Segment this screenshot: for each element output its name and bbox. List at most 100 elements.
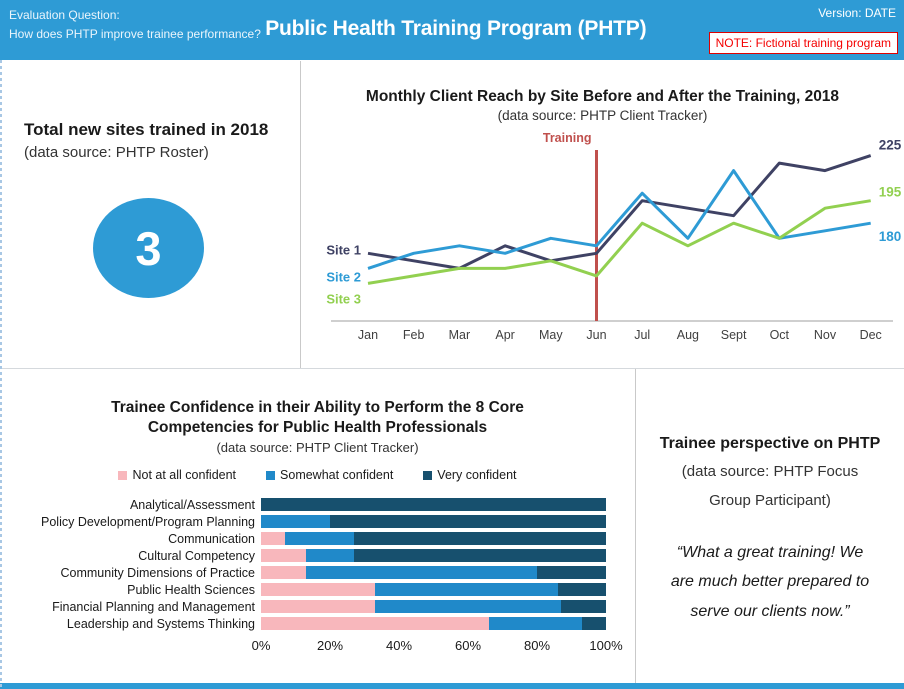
series-label: Site 3 xyxy=(326,291,361,306)
series-label: Site 1 xyxy=(326,242,361,257)
bar-row: Leadership and Systems Thinking xyxy=(8,615,635,632)
evaluation-question-text: How does PHTP improve trainee performanc… xyxy=(9,26,261,41)
bar-segment xyxy=(488,617,582,631)
series-line-2 xyxy=(367,169,871,270)
sites-count-circle: 3 xyxy=(93,198,204,298)
bar-category-label: Cultural Competency xyxy=(138,548,255,563)
bar-segment xyxy=(374,600,562,614)
bar-category-label: Communication xyxy=(168,531,255,546)
bar-category-label: Leadership and Systems Thinking xyxy=(66,616,255,631)
bar-segment xyxy=(261,600,375,614)
legend-label: Somewhat confident xyxy=(280,468,394,483)
x-tick-label: 80% xyxy=(523,638,551,654)
version-label: Version: DATE xyxy=(818,6,896,20)
bar-segment xyxy=(261,532,286,546)
bar-segment xyxy=(261,498,606,512)
bar-row: Analytical/Assessment xyxy=(8,496,635,513)
quote-line3: serve our clients now.” xyxy=(690,602,850,620)
sites-panel-title: Total new sites trained in 2018 xyxy=(24,120,269,139)
quote-source-line1: (data source: PHTP Focus xyxy=(681,463,859,480)
bar-track xyxy=(261,515,606,529)
footer-accent-strip xyxy=(0,683,904,689)
legend-label: Not at all confident xyxy=(132,468,237,483)
quote-line1: “What a great training! We xyxy=(676,543,864,561)
legend-swatch-icon xyxy=(266,470,276,480)
series-end-value: 195 xyxy=(879,185,902,200)
bar-track xyxy=(261,617,606,631)
bar-category-label: Policy Development/Program Planning xyxy=(41,514,255,529)
month-label: Feb xyxy=(403,328,425,342)
bar-chart-source: (data source: PHTP Client Tracker) xyxy=(216,440,419,456)
bar-segment xyxy=(305,549,355,563)
quote-text: “What a great training! We are much bett… xyxy=(647,538,893,627)
series-label: Site 2 xyxy=(326,269,361,284)
series-line-1 xyxy=(367,154,872,270)
month-label: Sept xyxy=(721,328,747,342)
bar-segment xyxy=(261,566,306,580)
line-chart-svg: Jan Feb Mar Apr May Jun Jul Aug Sept Oct Nov Dec Tra… xyxy=(326,131,902,342)
bar-segment xyxy=(261,583,375,597)
bar-segment xyxy=(285,532,355,546)
bar-segment xyxy=(561,600,606,614)
bar-category-label: Analytical/Assessment xyxy=(129,497,255,512)
evaluation-question-label: Evaluation Question: xyxy=(9,8,120,22)
month-label: Apr xyxy=(495,328,514,342)
bar-rows: Analytical/Assessment Policy Development/… xyxy=(8,496,635,632)
bar-row: Policy Development/Program Planning xyxy=(8,513,635,530)
month-label: Aug xyxy=(677,328,699,342)
bar-category-label: Public Health Sciences xyxy=(127,582,255,597)
month-label: Jul xyxy=(634,328,650,342)
evaluation-question: Evaluation Question: How does PHTP impro… xyxy=(9,6,261,43)
sites-count-value: 3 xyxy=(135,221,162,275)
quote-panel: Trainee perspective on PHTP (data source… xyxy=(636,369,904,683)
top-vertical-divider xyxy=(300,61,301,368)
bottom-vertical-divider xyxy=(635,369,636,683)
bar-row: Communication xyxy=(8,530,635,547)
fictional-note-badge: NOTE: Fictional training program xyxy=(708,32,898,54)
header-bar: Evaluation Question: How does PHTP impro… xyxy=(0,0,904,60)
legend-item: Very confident xyxy=(423,468,517,482)
bar-xaxis: 0% 20% 40% 60% 80% 100% xyxy=(252,638,623,658)
bar-track xyxy=(261,600,606,614)
x-tick-label: 60% xyxy=(454,638,482,654)
bar-segment xyxy=(354,532,606,546)
month-label: Jan xyxy=(358,328,378,342)
bar-segment xyxy=(581,617,606,631)
quote-line2: are much better prepared to xyxy=(670,573,870,591)
bar-track xyxy=(261,583,606,597)
quote-panel-title: Trainee perspective on PHTP xyxy=(659,435,881,452)
month-label: Jun xyxy=(586,328,606,342)
series-end-value: 225 xyxy=(879,138,902,153)
quote-source-line2: Group Participant) xyxy=(709,492,831,510)
series-end-value: 180 xyxy=(879,229,902,244)
confidence-panel: Trainee Confidence in their Ability to P… xyxy=(0,369,635,683)
legend-item: Somewhat confident xyxy=(266,468,393,482)
bar-track xyxy=(261,532,606,546)
page-title: Public Health Training Program (PHTP) xyxy=(265,17,647,40)
month-label: Mar xyxy=(449,328,471,342)
bar-segment xyxy=(354,549,606,563)
bar-segment xyxy=(305,566,537,580)
horizontal-divider xyxy=(0,368,904,369)
line-chart-title: Monthly Client Reach by Site Before and … xyxy=(365,88,840,105)
x-tick-label: 40% xyxy=(385,638,413,654)
bar-row: Financial Planning and Management xyxy=(8,598,635,615)
bar-category-label: Community Dimensions of Practice xyxy=(60,565,255,580)
bar-row: Public Health Sciences xyxy=(8,581,635,598)
bar-segment xyxy=(261,617,489,631)
quote-panel-source: (data source: PHTP Focus Group Participa… xyxy=(636,457,904,516)
legend-swatch-icon xyxy=(118,470,128,480)
month-label: Dec xyxy=(860,328,882,342)
client-reach-panel: Monthly Client Reach by Site Before and … xyxy=(301,60,904,368)
bar-chart-title: Trainee Confidence in their Ability to P… xyxy=(0,398,635,438)
bar-segment xyxy=(536,566,606,580)
x-tick-label: 20% xyxy=(316,638,344,654)
bar-track xyxy=(261,549,606,563)
x-tick-label: 0% xyxy=(251,638,271,654)
bar-category-label: Financial Planning and Management xyxy=(52,599,255,614)
bar-segment xyxy=(330,515,606,529)
bar-segment xyxy=(557,583,606,597)
bar-segment xyxy=(374,583,558,597)
bar-chart-title-line1: Trainee Confidence in their Ability to P… xyxy=(111,399,524,416)
bar-track xyxy=(261,498,606,512)
